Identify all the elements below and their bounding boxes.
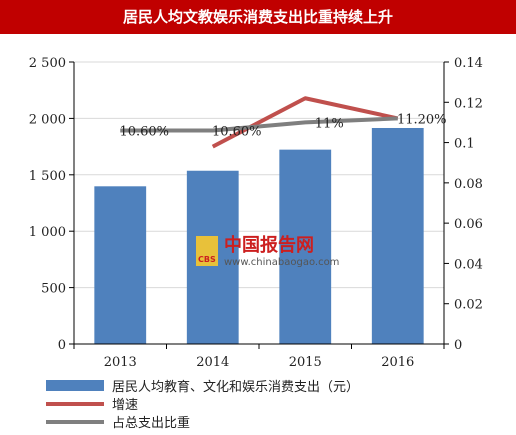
y-right-tick-label: 0.14 <box>454 56 483 71</box>
watermark-url: www.chinabaogao.com <box>224 257 339 268</box>
y-right-tick-label: 0 <box>454 338 462 353</box>
watermark-logo-icon <box>196 236 218 266</box>
watermark-name: 中国报告网 <box>224 234 314 256</box>
y-right-tick-label: 0.1 <box>454 137 475 152</box>
y-right-tick-label: 0.04 <box>454 257 483 272</box>
chart-title: 居民人均文教娱乐消费支出比重持续上升 <box>0 0 516 34</box>
x-tick-label: 2016 <box>381 355 414 370</box>
x-tick-label: 2014 <box>196 355 229 370</box>
share-data-label: 10.60% <box>212 124 262 139</box>
bar <box>279 149 332 344</box>
y-right-tick-label: 0.06 <box>454 217 483 232</box>
line-series <box>120 96 399 149</box>
legend-label: 增速 <box>112 398 138 413</box>
bar-series <box>94 127 424 344</box>
x-tick-label: 2013 <box>104 355 137 370</box>
y-right-tick-label: 0.08 <box>454 177 483 192</box>
legend-label: 占总支出比重 <box>112 415 190 431</box>
share-line <box>120 116 398 133</box>
share-data-label: 11.20% <box>397 112 447 127</box>
growth-line <box>211 96 399 149</box>
y-left-tick-label: 500 <box>41 282 66 297</box>
y-left-tick-label: 2 500 <box>29 56 66 71</box>
axes: 0 500 1 000 1 500 2 000 2 500 0 0.02 0.04 0.06 0.0… <box>29 56 483 370</box>
legend-label: 居民人均教育、文化和娱乐消费支出（元） <box>112 379 359 395</box>
watermark-logo-text: CBS <box>198 255 216 264</box>
bar <box>94 186 147 344</box>
share-data-label: 10.60% <box>119 124 169 139</box>
legend-swatch-bar <box>46 380 104 391</box>
y-left-tick-label: 2 000 <box>29 112 66 127</box>
x-tick-label: 2015 <box>289 355 322 370</box>
y-right-tick-label: 0.12 <box>454 96 483 111</box>
y-left-tick-label: 1 000 <box>29 225 66 240</box>
watermark: CBS 中国报告网 www.chinabaogao.com <box>196 234 339 268</box>
y-left-tick-label: 1 500 <box>29 169 66 184</box>
y-left-tick-label: 0 <box>58 338 66 353</box>
bar <box>371 127 424 344</box>
share-data-label: 11% <box>315 116 344 131</box>
data-labels: 10.60% 10.60% 11% 11.20% <box>119 112 446 139</box>
y-right-tick-label: 0.02 <box>454 298 483 313</box>
